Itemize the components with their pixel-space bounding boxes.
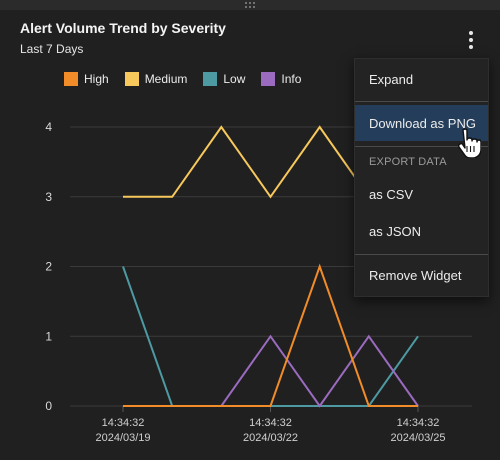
widget-context-menu: Expand Download as PNG EXPORT DATA as CS…: [354, 58, 489, 297]
y-tick-label: 3: [45, 190, 52, 204]
grip-icon: [245, 2, 255, 8]
x-tick-time: 14:34:32: [397, 417, 440, 429]
y-tick-label: 0: [45, 399, 52, 413]
legend-item-medium[interactable]: Medium: [124, 72, 188, 86]
series-line-info[interactable]: [123, 334, 419, 408]
widget-title: Alert Volume Trend by Severity: [20, 20, 226, 36]
menu-item-expand[interactable]: Expand: [369, 71, 414, 87]
menu-section-export-data: EXPORT DATA: [369, 156, 447, 168]
legend-label: Info: [281, 72, 302, 86]
y-tick-label: 1: [45, 329, 52, 343]
menu-item-export-json[interactable]: as JSON: [369, 223, 422, 239]
x-tick-time: 14:34:32: [102, 417, 145, 429]
menu-divider: [355, 101, 488, 102]
legend-swatch: [124, 72, 139, 86]
widget-subtitle: Last 7 Days: [20, 42, 84, 56]
legend-swatch: [203, 72, 218, 86]
more-options-icon[interactable]: [460, 28, 482, 52]
legend-swatch: [64, 72, 78, 86]
legend-item-low[interactable]: Low: [203, 72, 245, 86]
y-tick-label: 4: [45, 120, 52, 134]
legend-label: Low: [223, 72, 246, 86]
legend-label: High: [84, 72, 109, 86]
series-line-medium[interactable]: [123, 125, 370, 199]
menu-divider: [355, 146, 488, 147]
hand-pointer-icon: [457, 128, 481, 158]
menu-divider: [355, 254, 488, 255]
legend-item-info[interactable]: Info: [261, 72, 301, 86]
y-tick-label: 2: [45, 260, 52, 274]
legend-label: Medium: [144, 72, 188, 86]
legend-item-high[interactable]: High: [64, 72, 109, 86]
menu-item-export-csv[interactable]: as CSV: [369, 186, 414, 202]
x-tick-date: 2024/03/22: [243, 432, 298, 444]
x-tick-date: 2024/03/19: [95, 432, 150, 444]
menu-item-remove-widget[interactable]: Remove Widget: [369, 267, 462, 283]
x-tick-time: 14:34:32: [249, 417, 292, 429]
x-tick-date: 2024/03/25: [390, 432, 445, 444]
series-line-high[interactable]: [123, 263, 418, 407]
drag-handle[interactable]: [0, 0, 500, 10]
legend-swatch: [261, 72, 276, 86]
chart-legend: High Medium Low Info: [64, 72, 301, 86]
